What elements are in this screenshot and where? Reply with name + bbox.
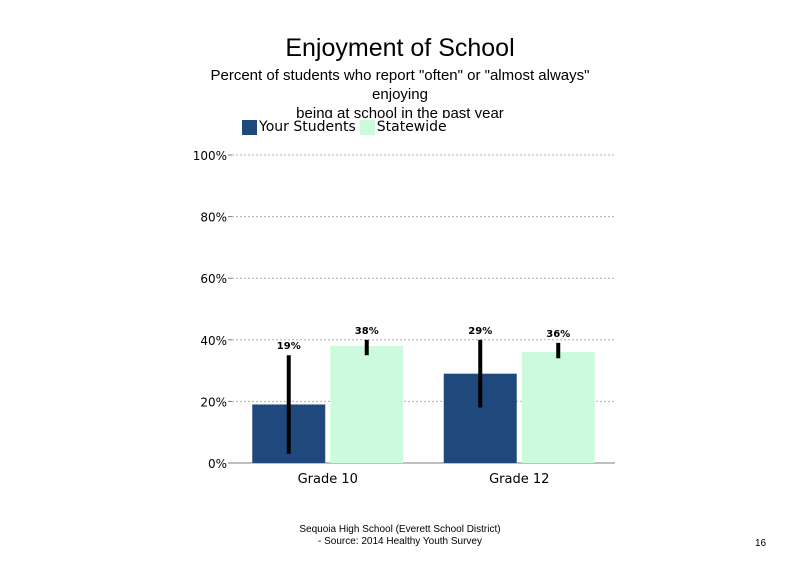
footer-line-2: - Source: 2014 Healthy Youth Survey — [318, 536, 482, 547]
y-tick-label: 80% — [200, 211, 227, 225]
subtitle-line-1: Percent of students who report "often" o… — [210, 67, 590, 84]
legend-label-statewide: Statewide — [376, 119, 447, 135]
data-label: 29% — [468, 326, 492, 337]
chart-title: Enjoyment of School — [285, 34, 515, 62]
footer-source: Sequoia High School (Everett School Dist… — [200, 524, 600, 548]
chart-legend: Your Students Statewide — [242, 119, 451, 135]
data-label: 38% — [355, 326, 379, 337]
page-number: 16 — [755, 538, 767, 549]
y-tick-label: 0% — [208, 457, 227, 471]
x-tick-label: Grade 10 — [298, 472, 358, 487]
y-tick-label: 20% — [200, 395, 227, 409]
y-tick-label: 100% — [193, 149, 227, 163]
chart-subtitle: Percent of students who report "often" o… — [0, 66, 800, 118]
legend-swatch-your-students — [242, 119, 257, 135]
bar — [330, 345, 404, 463]
legend-item-your-students: Your Students — [242, 119, 356, 135]
bar — [521, 352, 595, 463]
data-label: 19% — [277, 341, 301, 352]
y-tick-label: 40% — [200, 334, 227, 348]
data-label: 36% — [546, 329, 570, 340]
legend-swatch-statewide — [359, 119, 375, 135]
x-tick-label: Grade 12 — [489, 472, 549, 487]
subtitle-line-2: enjoying — [372, 86, 428, 103]
legend-item-statewide: Statewide — [359, 119, 447, 135]
y-tick-label: 60% — [200, 272, 227, 286]
legend-label-your-students: Your Students — [259, 119, 356, 135]
footer-line-1: Sequoia High School (Everett School Dist… — [299, 524, 501, 535]
subtitle-line-3: being at school in the past year — [296, 105, 504, 118]
